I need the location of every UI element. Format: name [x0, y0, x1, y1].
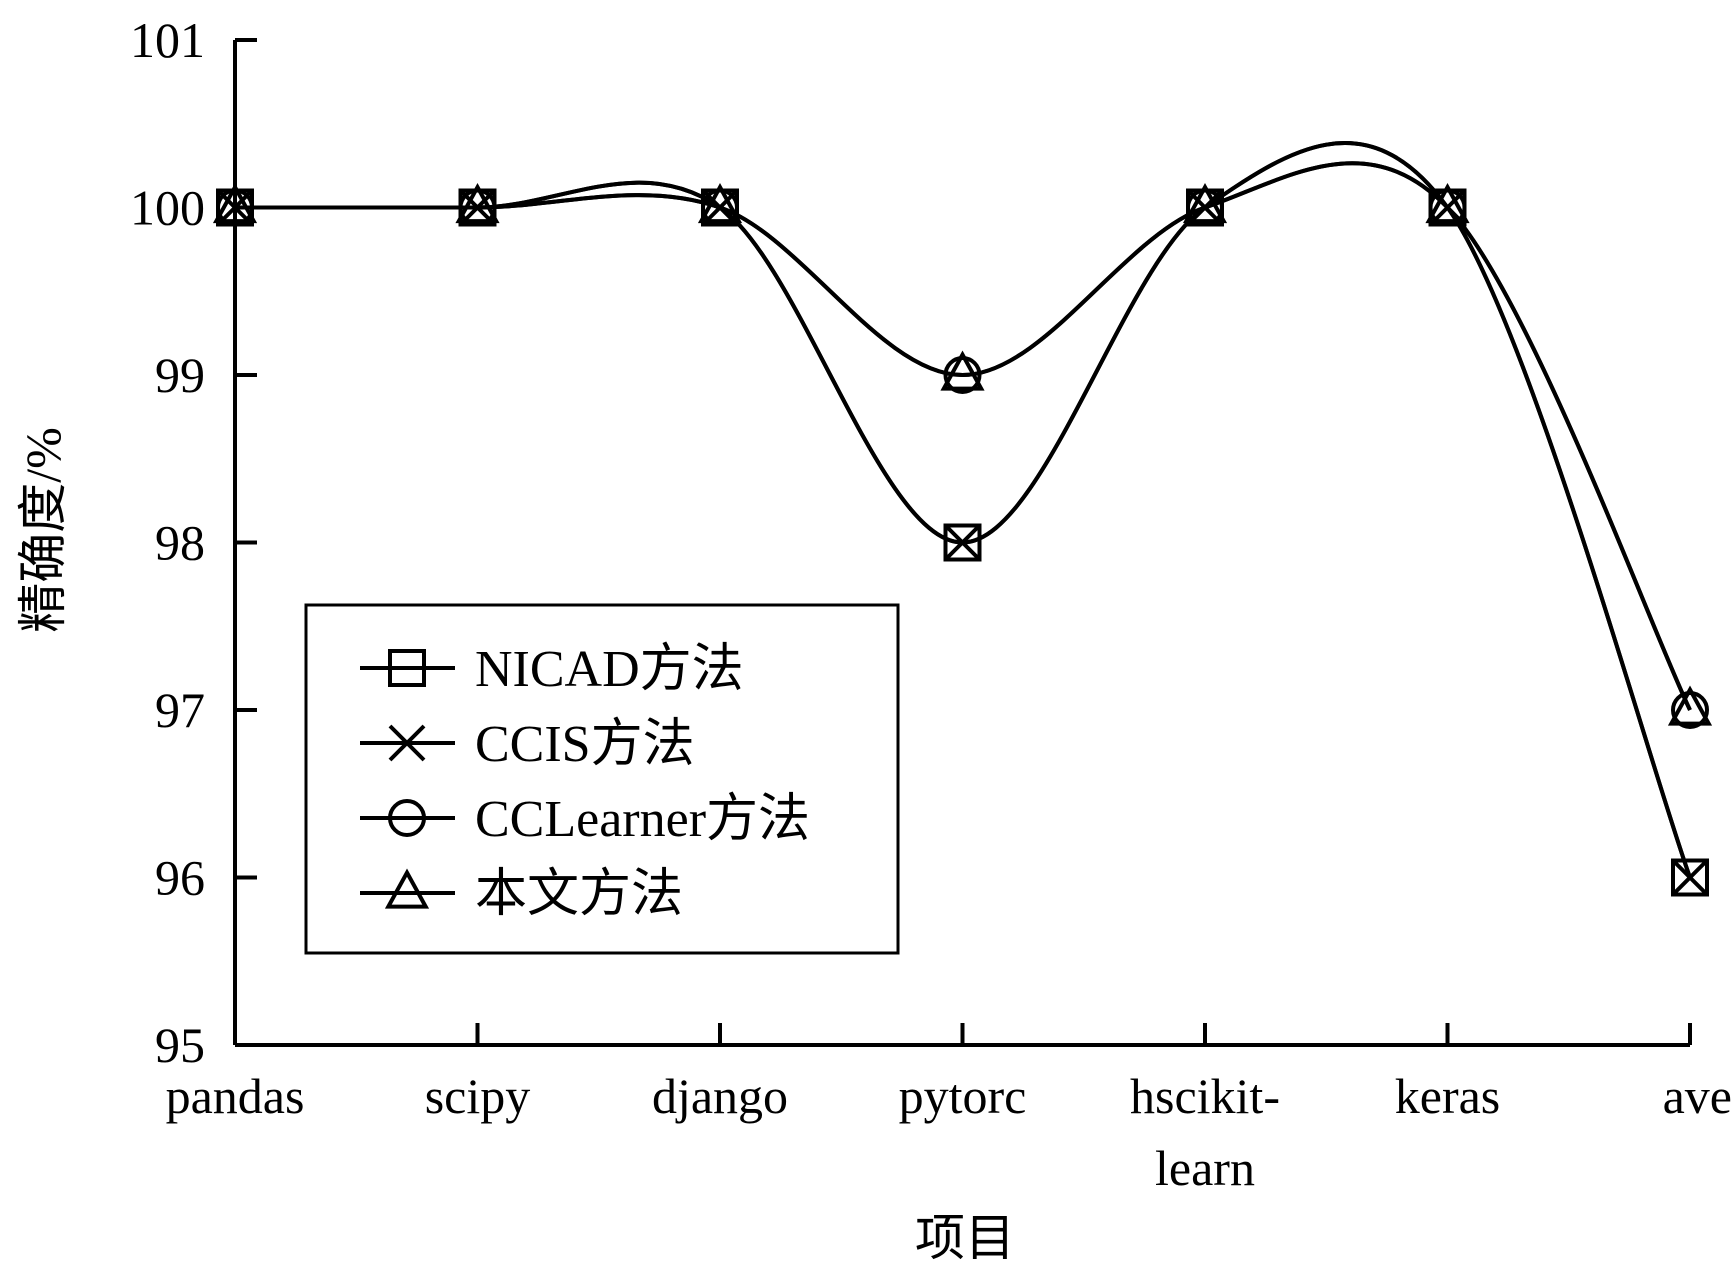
marker-square — [1671, 858, 1709, 897]
marker-circle — [388, 799, 426, 837]
x-tick-label: pytorc — [899, 1068, 1027, 1124]
legend-label: CCIS方法 — [475, 716, 695, 773]
series-4 — [212, 161, 1713, 726]
x-axis-title: 项目 — [915, 1210, 1015, 1266]
marker-square — [388, 649, 426, 687]
y-axis-title: 精确度/% — [15, 427, 71, 633]
data-point — [1671, 858, 1709, 897]
data-point — [940, 350, 985, 391]
marker-triangle — [455, 182, 500, 224]
data-point — [212, 182, 258, 224]
y-tick-label: 98 — [155, 515, 205, 571]
x-tick-label: ave — [1663, 1068, 1732, 1124]
series-line — [235, 141, 1692, 879]
legend-label: CCLearner方法 — [475, 791, 810, 848]
marker-square — [943, 523, 982, 562]
y-tick-label: 101 — [130, 12, 205, 68]
data-point — [1667, 685, 1713, 726]
x-tick-label: learn — [1155, 1140, 1255, 1196]
data-point — [697, 182, 743, 224]
data-point — [1671, 859, 1709, 896]
series-line — [235, 161, 1692, 711]
y-tick-label: 95 — [155, 1017, 205, 1073]
legend-label: NICAD方法 — [475, 641, 744, 698]
data-point — [944, 524, 981, 561]
x-tick-label: hscikit- — [1130, 1068, 1280, 1124]
y-tick-label: 99 — [155, 347, 205, 403]
marker-triangle — [1425, 182, 1470, 224]
marker-triangle — [1182, 182, 1228, 224]
legend-item: CCIS方法 — [360, 716, 695, 773]
x-tick-label: scipy — [425, 1068, 531, 1124]
marker-triangle — [384, 868, 430, 909]
marker-triangle — [212, 182, 258, 224]
data-point — [1425, 182, 1470, 224]
marker-x — [944, 524, 981, 561]
legend-item: CCLearner方法 — [360, 791, 810, 848]
legend-item: NICAD方法 — [360, 641, 744, 698]
y-tick-label: 97 — [155, 682, 205, 738]
y-tick-label: 100 — [130, 180, 205, 236]
legend-label: 本文方法 — [475, 866, 683, 923]
data-point — [943, 523, 982, 562]
marker-triangle — [697, 182, 743, 224]
series-layer — [212, 141, 1713, 897]
y-tick-label: 96 — [155, 850, 205, 906]
marker-triangle — [940, 350, 985, 391]
data-point — [455, 182, 500, 224]
marker-x — [1671, 859, 1709, 896]
legend-item: 本文方法 — [360, 866, 683, 923]
x-tick-label: pandas — [166, 1068, 305, 1124]
marker-triangle — [1667, 685, 1713, 726]
marker-x — [388, 724, 426, 762]
x-tick-label: django — [652, 1068, 788, 1124]
x-tick-label: keras — [1395, 1068, 1501, 1124]
data-point — [1182, 182, 1228, 224]
